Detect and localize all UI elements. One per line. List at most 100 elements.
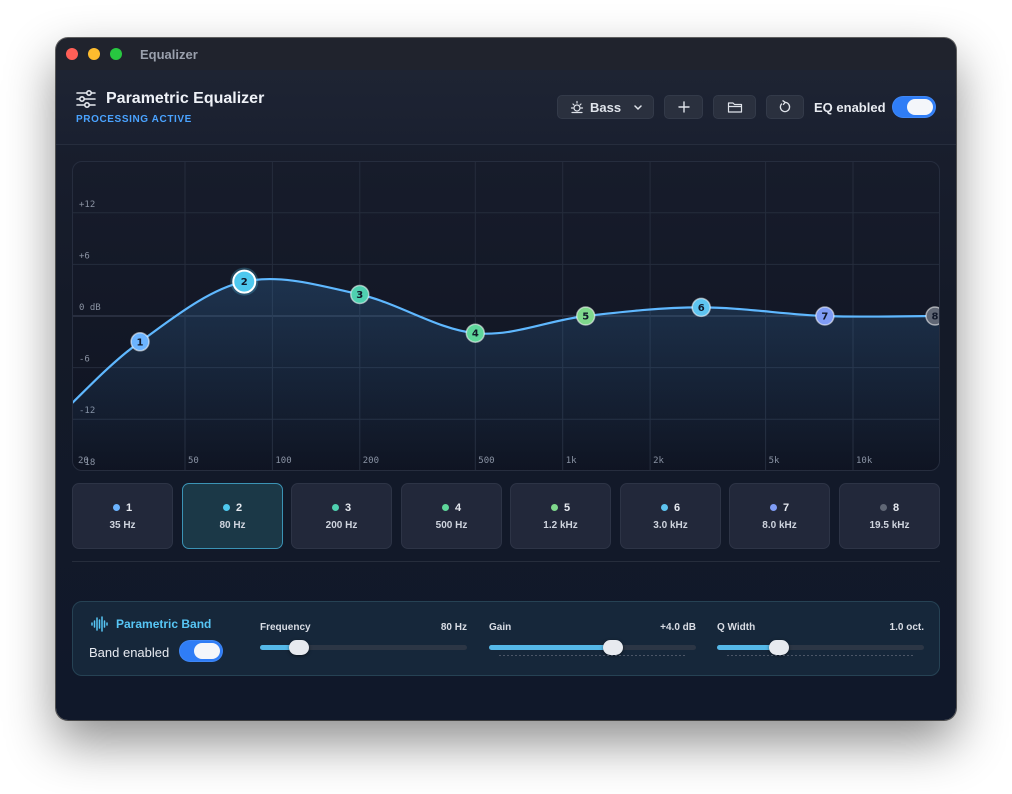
eq-enabled-toggle[interactable]	[892, 96, 936, 118]
slider-ticks	[727, 655, 914, 656]
band-color-dot	[769, 504, 777, 511]
q-width-slider[interactable]	[717, 640, 924, 655]
frequency-control: Frequency 80 Hz	[260, 620, 467, 660]
status-label: PROCESSING ACTIVE	[76, 114, 192, 125]
band-node-label: 8	[932, 312, 939, 323]
band-card-1[interactable]: 1 35 Hz	[72, 483, 173, 549]
panel-title: Parametric Band	[116, 617, 212, 631]
band-number-label: 4	[454, 502, 462, 514]
y-tick-label: -6	[79, 355, 90, 365]
band-node-5[interactable]: 5	[575, 306, 596, 326]
title-bar: Equalizer	[56, 38, 956, 70]
band-node-label: 5	[582, 312, 589, 323]
q-width-label: Q Width	[717, 622, 756, 633]
band-enabled-toggle[interactable]	[179, 640, 223, 662]
band-card-7[interactable]: 7 8.0 kHz	[729, 483, 830, 549]
band-frequency: 500 Hz	[435, 520, 468, 531]
frequency-value: 80 Hz	[440, 622, 467, 633]
q-width-control: Q Width 1.0 oct.	[717, 620, 924, 660]
q-width-value: 1.0 oct.	[889, 622, 924, 633]
reset-icon	[779, 100, 791, 113]
slider-thumb[interactable]	[769, 640, 790, 655]
band-number: 2	[183, 502, 282, 514]
band-number-label: 7	[782, 502, 790, 514]
plus-icon	[677, 101, 690, 113]
preset-select[interactable]: Bass	[557, 95, 654, 119]
band-card-5[interactable]: 5 1.2 kHz	[510, 483, 611, 549]
gain-control: Gain +4.0 dB	[489, 620, 696, 660]
band-card-4[interactable]: 4 500 Hz	[401, 483, 502, 549]
band-node-3[interactable]: 3	[350, 284, 370, 305]
band-frequency: 1.2 kHz	[543, 520, 578, 531]
band-number: 7	[730, 502, 829, 514]
band-number-label: 1	[125, 502, 133, 514]
open-preset-button[interactable]	[713, 95, 756, 119]
folder-icon	[727, 102, 742, 113]
band-panel: Parametric Band Band enabled Frequency 8…	[72, 601, 940, 676]
band-frequency: 35 Hz	[109, 520, 136, 531]
reset-button[interactable]	[766, 95, 804, 119]
band-node-1[interactable]: 1	[130, 332, 150, 352]
eq-curve-fill	[73, 279, 939, 470]
band-card-8[interactable]: 8 19.5 kHz	[839, 483, 940, 549]
slider-thumb[interactable]	[289, 640, 310, 655]
band-node-label: 2	[241, 277, 248, 288]
gain-label: Gain	[489, 622, 512, 633]
band-frequency: 8.0 kHz	[762, 520, 797, 531]
band-node-label: 6	[698, 303, 705, 314]
band-color-dot	[331, 504, 339, 511]
eq-curve-line	[73, 278, 939, 404]
zoom-window-button[interactable]	[110, 48, 122, 60]
gain-value: +4.0 dB	[660, 622, 696, 633]
gain-slider[interactable]	[489, 640, 696, 655]
add-preset-button[interactable]	[664, 95, 703, 119]
slider-fill	[260, 645, 300, 650]
slider-thumb[interactable]	[603, 640, 624, 655]
equalizer-window: Equalizer Parametric Equalizer PROCESSIN…	[56, 38, 956, 720]
preset-label: Bass	[590, 99, 622, 115]
band-node-label: 4	[472, 329, 479, 340]
band-node-label: 3	[356, 290, 363, 301]
band-node-8[interactable]: 8	[925, 306, 940, 326]
eq-graph[interactable]: +12+60 dB-6-12-1820501002005001k2k5k10k1…	[72, 161, 940, 471]
band-card-6[interactable]: 6 3.0 kHz	[620, 483, 721, 549]
slider-fill	[717, 645, 780, 650]
eq-enabled-label: EQ enabled	[814, 100, 886, 115]
band-selector: 1 35 Hz 2 80 Hz 3 200 Hz 4 500 Hz 5 1.2 kHz 6 3.0 k…	[72, 483, 940, 549]
band-frequency: 3.0 kHz	[653, 520, 688, 531]
frequency-slider[interactable]	[260, 640, 467, 655]
band-card-3[interactable]: 3 200 Hz	[291, 483, 392, 549]
page-title: Parametric Equalizer	[106, 90, 265, 107]
band-node-4[interactable]: 4	[465, 323, 486, 343]
band-number-label: 8	[892, 502, 900, 514]
band-node-label: 7	[821, 312, 828, 323]
band-frequency: 200 Hz	[325, 520, 358, 531]
frequency-label: Frequency	[260, 622, 311, 633]
band-node-6[interactable]: 6	[691, 297, 711, 318]
band-card-2[interactable]: 2 80 Hz	[182, 483, 283, 549]
band-node-label: 1	[137, 337, 144, 348]
band-color-dot	[550, 504, 558, 511]
slider-ticks	[499, 655, 686, 656]
band-node-7[interactable]: 7	[815, 306, 835, 326]
band-frequency: 19.5 kHz	[869, 520, 910, 531]
toggle-knob	[907, 99, 933, 115]
eq-curve-canvas[interactable]: +12+60 dB-6-12-1820501002005001k2k5k10k1…	[73, 162, 940, 471]
band-number: 4	[402, 502, 501, 514]
band-number-label: 5	[563, 502, 571, 514]
band-node-2[interactable]: 2	[230, 267, 259, 296]
band-frequency: 80 Hz	[219, 520, 246, 531]
toggle-knob	[194, 643, 220, 659]
y-tick-label: +6	[79, 251, 90, 261]
y-tick-label: +12	[79, 200, 95, 210]
band-number: 3	[292, 502, 391, 514]
sliders-icon	[76, 90, 96, 108]
band-color-dot	[222, 504, 230, 511]
band-number: 5	[511, 502, 610, 514]
close-window-button[interactable]	[66, 48, 78, 60]
band-number-label: 6	[673, 502, 681, 514]
band-color-dot	[660, 504, 668, 511]
y-tick-label: 0 dB	[79, 303, 101, 313]
slider-fill	[489, 645, 614, 650]
minimize-window-button[interactable]	[88, 48, 100, 60]
